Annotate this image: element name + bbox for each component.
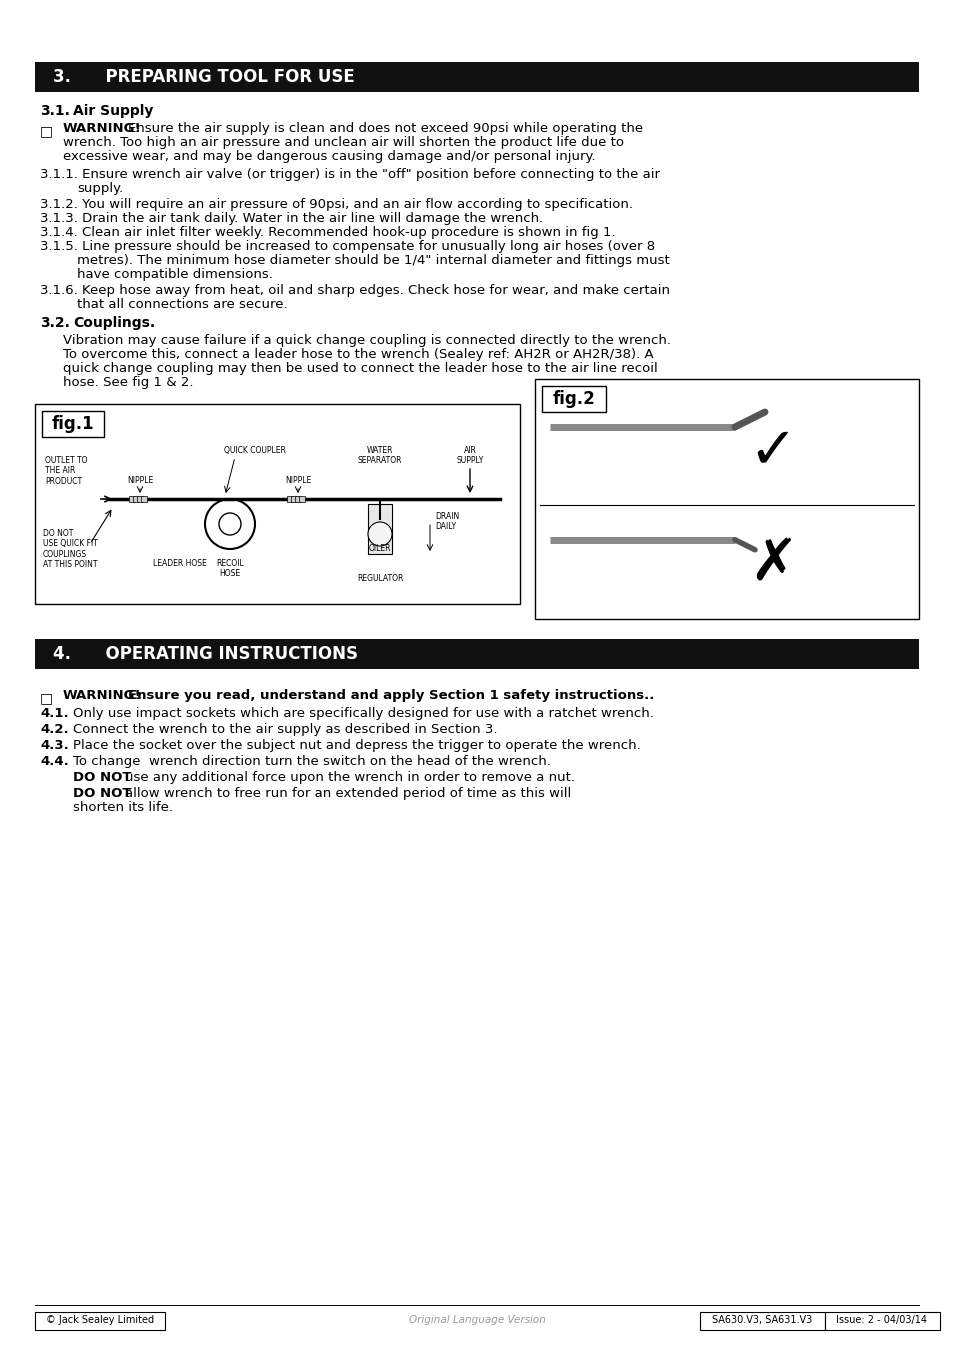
Text: Air Supply: Air Supply [73, 104, 153, 118]
Text: NIPPLE: NIPPLE [127, 477, 153, 485]
Text: 3.1.3. Drain the air tank daily. Water in the air line will damage the wrench.: 3.1.3. Drain the air tank daily. Water i… [40, 213, 542, 225]
FancyBboxPatch shape [541, 386, 605, 412]
Text: Original Language Version: Original Language Version [408, 1315, 545, 1326]
Text: metres). The minimum hose diameter should be 1/4" internal diameter and fittings: metres). The minimum hose diameter shoul… [77, 255, 669, 267]
Text: 3.      PREPARING TOOL FOR USE: 3. PREPARING TOOL FOR USE [53, 68, 355, 87]
Bar [291, 496, 296, 502]
Bar [35, 403, 519, 604]
Text: © Jack Sealey Limited: © Jack Sealey Limited [46, 1315, 153, 1326]
Text: 3.1.2. You will require an air pressure of 90psi, and an air flow according to s: 3.1.2. You will require an air pressure … [40, 198, 633, 211]
Text: □: □ [40, 125, 53, 138]
FancyBboxPatch shape [42, 412, 104, 437]
Text: shorten its life.: shorten its life. [73, 802, 172, 814]
Text: Couplings.: Couplings. [73, 315, 155, 330]
Text: DRAIN
DAILY: DRAIN DAILY [435, 512, 458, 531]
Text: wrench. Too high an air pressure and unclean air will shorten the product life d: wrench. Too high an air pressure and unc… [63, 135, 623, 149]
Text: REGULATOR: REGULATOR [356, 574, 403, 584]
Text: supply.: supply. [77, 181, 123, 195]
Text: ✓: ✓ [748, 422, 797, 479]
Text: Only use impact sockets which are specifically designed for use with a ratchet w: Only use impact sockets which are specif… [73, 707, 653, 720]
Text: DO NOT: DO NOT [73, 787, 136, 800]
Text: NIPPLE: NIPPLE [285, 477, 311, 485]
Text: that all connections are secure.: that all connections are secure. [77, 298, 287, 311]
Bar [35, 639, 918, 669]
Text: 3.1.5. Line pressure should be increased to compensate for unusually long air ho: 3.1.5. Line pressure should be increased… [40, 240, 655, 253]
Text: SA630.V3, SA631.V3: SA630.V3, SA631.V3 [711, 1315, 811, 1326]
Text: RECOIL
HOSE: RECOIL HOSE [216, 559, 244, 578]
Text: 3.1.1. Ensure wrench air valve (or trigger) is in the "off" position before conn: 3.1.1. Ensure wrench air valve (or trigg… [40, 168, 659, 181]
Text: DO NOT
USE QUICK FIT
COUPLINGS
AT THIS POINT: DO NOT USE QUICK FIT COUPLINGS AT THIS P… [43, 529, 98, 569]
Bar [298, 496, 305, 502]
Text: Vibration may cause failure if a quick change coupling is connected directly to : Vibration may cause failure if a quick c… [63, 334, 670, 347]
Text: DO NOT: DO NOT [73, 770, 136, 784]
Text: OILER: OILER [369, 544, 391, 552]
Bar [824, 1312, 939, 1330]
Text: To overcome this, connect a leader hose to the wrench (Sealey ref: AH2R or AH2R/: To overcome this, connect a leader hose … [63, 348, 653, 362]
Text: WARNING!: WARNING! [63, 689, 141, 701]
Text: excessive wear, and may be dangerous causing damage and/or personal injury.: excessive wear, and may be dangerous cau… [63, 150, 595, 162]
Text: WATER
SEPARATOR: WATER SEPARATOR [357, 445, 402, 466]
Bar [700, 1312, 824, 1330]
Text: 4.3.: 4.3. [40, 739, 69, 751]
Text: fig.1: fig.1 [51, 414, 94, 433]
Bar [287, 496, 293, 502]
Text: allow wrench to free run for an extended period of time as this will: allow wrench to free run for an extended… [125, 787, 571, 800]
Bar [129, 496, 135, 502]
Bar [132, 496, 139, 502]
Text: ✗: ✗ [748, 535, 797, 592]
Bar [368, 504, 392, 554]
Text: 4.1.: 4.1. [40, 707, 69, 720]
Text: Ensure the air supply is clean and does not exceed 90psi while operating the: Ensure the air supply is clean and does … [128, 122, 642, 135]
Text: Issue: 2 - 04/03/14: Issue: 2 - 04/03/14 [836, 1315, 926, 1326]
Text: have compatible dimensions.: have compatible dimensions. [77, 268, 273, 282]
Text: 3.1.6. Keep hose away from heat, oil and sharp edges. Check hose for wear, and m: 3.1.6. Keep hose away from heat, oil and… [40, 284, 669, 297]
Text: quick change coupling may then be used to connect the leader hose to the air lin: quick change coupling may then be used t… [63, 362, 657, 375]
Text: QUICK COUPLER: QUICK COUPLER [224, 445, 286, 455]
Circle shape [368, 523, 392, 546]
Bar [141, 496, 147, 502]
Text: To change  wrench direction turn the switch on the head of the wrench.: To change wrench direction turn the swit… [73, 756, 550, 768]
Text: use any additional force upon the wrench in order to remove a nut.: use any additional force upon the wrench… [125, 770, 575, 784]
Text: 4.      OPERATING INSTRUCTIONS: 4. OPERATING INSTRUCTIONS [53, 645, 357, 663]
Text: hose. See fig 1 & 2.: hose. See fig 1 & 2. [63, 376, 193, 389]
Text: 4.2.: 4.2. [40, 723, 69, 737]
Text: □: □ [40, 691, 53, 705]
Bar [294, 496, 301, 502]
Text: 4.4.: 4.4. [40, 756, 69, 768]
Text: 3.2.: 3.2. [40, 315, 70, 330]
Text: LEADER HOSE: LEADER HOSE [153, 559, 207, 567]
Bar [35, 1312, 165, 1330]
Text: Connect the wrench to the air supply as described in Section 3.: Connect the wrench to the air supply as … [73, 723, 497, 737]
Text: 3.1.4. Clean air inlet filter weekly. Recommended hook-up procedure is shown in : 3.1.4. Clean air inlet filter weekly. Re… [40, 226, 615, 240]
Text: Place the socket over the subject nut and depress the trigger to operate the wre: Place the socket over the subject nut an… [73, 739, 640, 751]
Text: Ensure you read, understand and apply Section 1 safety instructions..: Ensure you read, understand and apply Se… [128, 689, 654, 701]
Text: fig.2: fig.2 [552, 390, 595, 408]
Text: OUTLET TO
THE AIR
PRODUCT: OUTLET TO THE AIR PRODUCT [45, 456, 88, 486]
Bar [35, 62, 918, 92]
Text: AIR
SUPPLY: AIR SUPPLY [456, 445, 483, 466]
Bar [535, 379, 918, 619]
Text: WARNING!: WARNING! [63, 122, 141, 135]
Text: 3.1.: 3.1. [40, 104, 70, 118]
Bar [137, 496, 143, 502]
